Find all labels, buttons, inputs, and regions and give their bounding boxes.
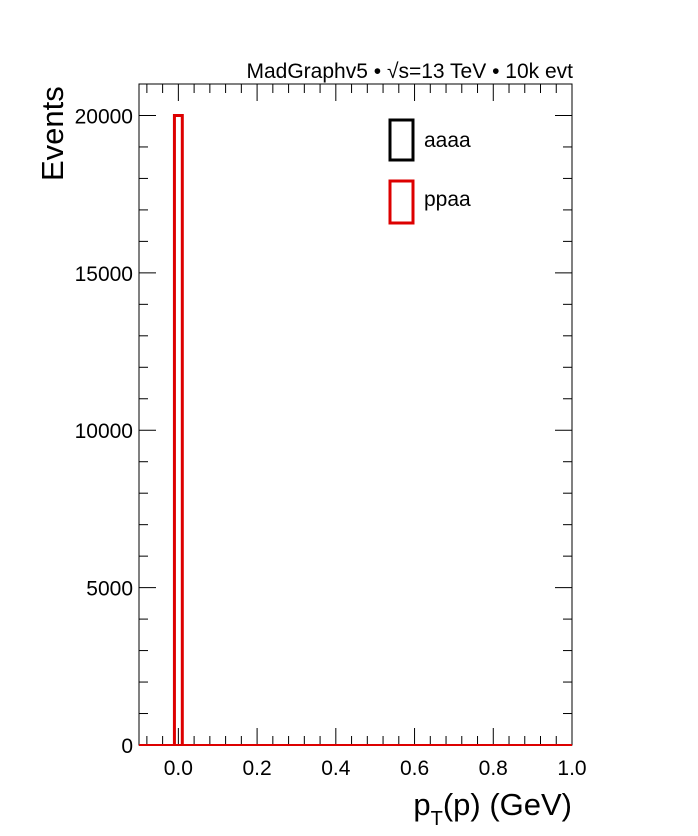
legend-label-ppaa: ppaa (424, 188, 471, 211)
x-tick-label: 0.6 (400, 757, 429, 780)
x-tick-label: 1.0 (557, 757, 586, 780)
y-tick-label: 0 (121, 735, 133, 758)
sqrt-symbol: √ (387, 60, 399, 83)
legend-swatch-ppaa (388, 179, 415, 225)
y-tick-label: 20000 (75, 105, 133, 128)
y-tick-label: 15000 (75, 263, 133, 286)
legend-label-aaaa: aaaa (424, 129, 471, 152)
x-tick-label: 0.0 (164, 757, 193, 780)
y-axis-title: Events (35, 86, 70, 181)
y-tick-label: 10000 (75, 420, 133, 443)
y-axis-ticks: 0 5000 10000 15000 20000 (75, 83, 572, 758)
x-axis-ticks: 0.0 0.2 0.4 0.6 0.8 1.0 (146, 84, 587, 780)
legend-swatch-aaaa (388, 118, 415, 162)
x-tick-label: 0.8 (479, 757, 508, 780)
header-text: MadGraphv5 • √s=13 TeV • 10k evt (246, 60, 573, 83)
bar-ppaa (172, 113, 184, 745)
legend: aaaa ppaa (388, 118, 471, 225)
x-axis-title: pT(p) (GeV) (413, 787, 572, 830)
y-tick-label: 5000 (86, 578, 133, 601)
x-tick-label: 0.4 (321, 757, 351, 780)
histogram-bars (172, 113, 184, 745)
x-tick-label: 0.2 (242, 757, 271, 780)
